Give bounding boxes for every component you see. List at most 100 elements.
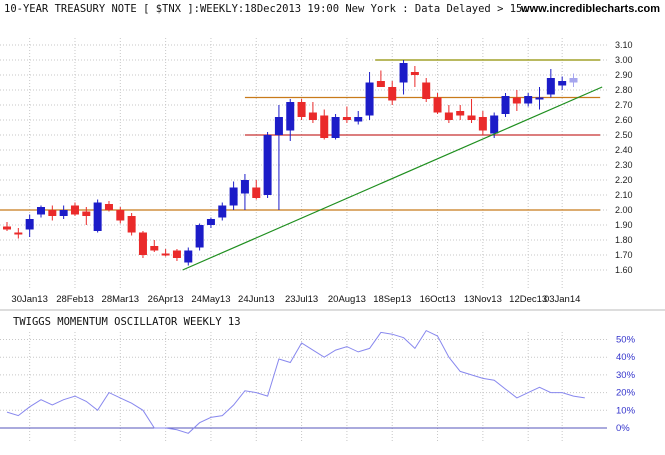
candle-body (297, 102, 306, 117)
candle (59, 205, 68, 219)
candle (150, 240, 159, 252)
candle-body (274, 117, 283, 135)
price-tick-label: 1.90 (615, 220, 633, 230)
date-tick-label: 30Jan13 (11, 294, 47, 305)
candle-body (354, 117, 363, 122)
candle (161, 249, 170, 257)
candle (320, 109, 329, 140)
candle-body (184, 250, 193, 263)
oscillator-tick-label: 50% (616, 335, 636, 346)
candle (546, 69, 555, 98)
candle-body (308, 112, 317, 120)
oscillator-tick-label: 40% (616, 352, 636, 363)
site-link[interactable]: www.incrediblecharts.com (520, 3, 660, 15)
candle-body (410, 72, 419, 75)
candle (93, 199, 102, 233)
candle (48, 205, 57, 221)
candle (467, 99, 476, 123)
candle-body (490, 115, 499, 134)
candle-body (104, 204, 113, 210)
candle-body (172, 250, 181, 258)
candle (558, 76, 567, 90)
candle (82, 207, 91, 225)
price-tick-label: 2.40 (615, 145, 633, 155)
candle-body (535, 97, 544, 100)
candle (512, 90, 521, 111)
candle (331, 114, 340, 140)
candle-body (252, 187, 261, 198)
date-tick-label: 12Dec13 (509, 294, 547, 305)
chart-title: 10-YEAR TREASURY NOTE [ $TNX ]:WEEKLY:18… (4, 3, 535, 15)
candle (308, 102, 317, 123)
candle-body (138, 232, 147, 255)
date-tick-label: 24Jun13 (238, 294, 274, 305)
candle-body (206, 219, 215, 225)
candle-body (422, 82, 431, 99)
candle (14, 228, 23, 239)
date-tick-label: 13Nov13 (464, 294, 502, 305)
candle-body (3, 226, 11, 230)
candle-body (433, 97, 442, 113)
candle-body (558, 81, 567, 86)
trendlines (182, 86, 603, 271)
candle-body (331, 117, 340, 138)
date-tick-label: 23Jul13 (285, 294, 318, 305)
candle (218, 202, 227, 221)
candle-body (388, 87, 397, 101)
date-tick-label: 28Mar13 (102, 294, 140, 305)
candle-body (546, 78, 555, 95)
candle-body (218, 205, 227, 218)
price-tick-label: 2.60 (615, 115, 633, 125)
candle (3, 222, 11, 231)
price-tick-label: 2.10 (615, 190, 633, 200)
candle-body (48, 210, 57, 216)
candle (569, 73, 578, 87)
candle-body (444, 112, 453, 120)
candle-body (195, 225, 204, 248)
price-tick-label: 1.70 (615, 250, 633, 260)
candle (524, 93, 533, 107)
candle (127, 213, 136, 236)
date-tick-label: 24May13 (191, 294, 230, 305)
candle-body (399, 63, 408, 83)
candle (365, 72, 374, 120)
candle-body (524, 96, 533, 104)
date-tick-label: 28Feb13 (56, 294, 94, 305)
candle-body (240, 180, 249, 194)
candle-body (161, 253, 170, 256)
candle-body (82, 211, 91, 216)
price-tick-label: 2.80 (615, 85, 633, 95)
price-tick-label: 2.90 (615, 70, 633, 80)
price-tick-label: 1.60 (615, 265, 633, 275)
price-tick-label: 2.30 (615, 160, 633, 170)
candle (535, 87, 544, 110)
candle (240, 174, 249, 210)
candle (444, 105, 453, 123)
candle (36, 205, 45, 218)
candle (172, 249, 181, 261)
date-tick-label: 18Sep13 (373, 294, 411, 305)
candle-body (229, 187, 238, 206)
candle-body (286, 102, 295, 131)
candle (195, 223, 204, 251)
oscillator-line (6, 329, 585, 434)
candle-body (467, 115, 476, 120)
candle (501, 93, 510, 117)
oscillator-tick-label: 30% (616, 370, 636, 381)
candle-body (376, 81, 385, 87)
candle-body (25, 219, 34, 230)
date-tick-label: 26Apr13 (148, 294, 184, 305)
candle-body (93, 202, 102, 231)
price-tick-label: 2.70 (615, 100, 633, 110)
oscillator (6, 329, 585, 434)
candle (138, 231, 147, 258)
candles (3, 60, 578, 266)
price-tick-label: 2.00 (615, 205, 633, 215)
candle-body (150, 246, 159, 251)
oscillator-axis: 50% 40% 30% 20% 10% 0% (616, 335, 636, 435)
price-tick-label: 3.10 (615, 40, 633, 50)
candle-body (342, 117, 351, 120)
oscillator-tick-label: 10% (616, 405, 636, 416)
date-tick-label: 16Oct13 (420, 294, 456, 305)
